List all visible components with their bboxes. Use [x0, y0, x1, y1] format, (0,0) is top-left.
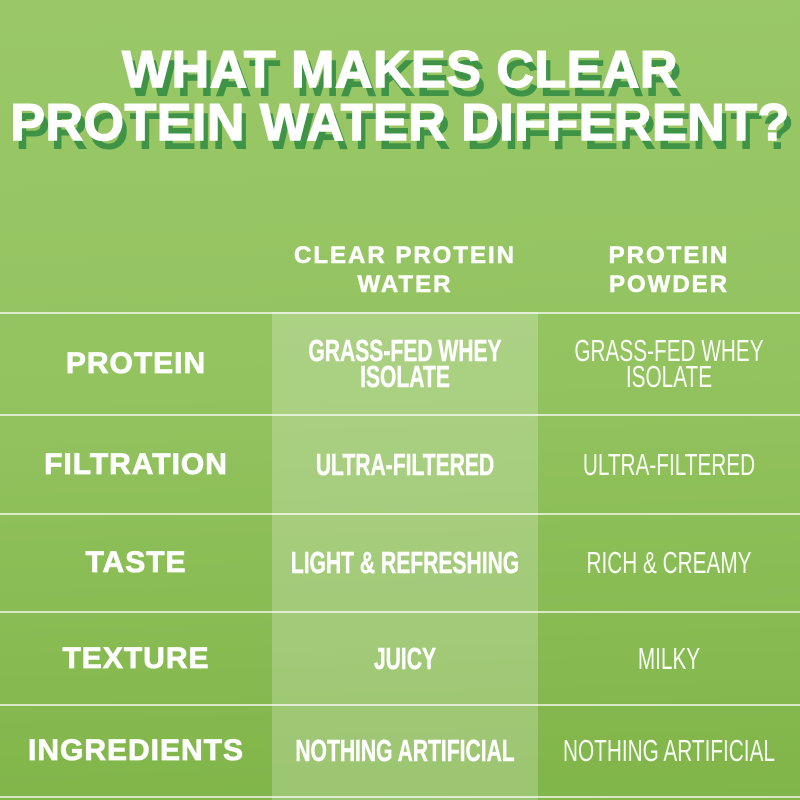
column-header-line: POWDER [609, 271, 729, 299]
table-row-protein: PROTEIN GRASS-FED WHEY ISOLATE GRASS-FED… [0, 312, 800, 414]
table-cell: ULTRA-FILTERED [538, 416, 800, 513]
protein-powder-value: ULTRA-FILTERED [582, 446, 756, 482]
header-spacer [0, 228, 272, 312]
table-cell: NOTHING ARTIFICIAL [272, 706, 538, 796]
row-label: TASTE [85, 546, 187, 580]
page-title: WHAT MAKES CLEAR PROTEIN WATER DIFFERENT… [0, 41, 800, 152]
table-row-ingredients: INGREDIENTS NOTHING ARTIFICIAL NOTHING A… [0, 704, 800, 796]
table-row-taste: TASTE LIGHT & REFRESHING RICH & CREAMY [0, 513, 800, 611]
clear-protein-water-value: LIGHT & REFRESHING [290, 545, 520, 580]
table-cell: ULTRA-FILTERED [272, 416, 538, 513]
clear-protein-water-value: GRASS-FED WHEY ISOLATE [308, 333, 502, 394]
table-cell: GRASS-FED WHEY ISOLATE [538, 314, 800, 414]
column-header-line: CLEAR PROTEIN [293, 242, 516, 270]
table-cell: NOTHING ARTIFICIAL [538, 706, 800, 796]
table-cell: LIGHT & REFRESHING [272, 515, 538, 611]
bottom-divider [0, 796, 800, 798]
comparison-table: PROTEIN GRASS-FED WHEY ISOLATE GRASS-FED… [0, 312, 800, 796]
column-header-line: WATER [357, 271, 453, 299]
column-header-line: PROTEIN [608, 242, 730, 270]
column-header-clear-protein-water: CLEAR PROTEIN WATER [272, 241, 538, 299]
row-label: INGREDIENTS [27, 734, 245, 768]
title-line-1: WHAT MAKES CLEAR [121, 41, 678, 99]
protein-powder-value: NOTHING ARTIFICIAL [563, 733, 775, 768]
table-cell: RICH & CREAMY [538, 515, 800, 611]
title-line-2: PROTEIN WATER DIFFERENT? [10, 94, 790, 152]
clear-protein-water-value: JUICY [373, 640, 437, 676]
highlight-column-background [272, 312, 538, 800]
protein-powder-value: MILKY [637, 640, 701, 676]
row-label: FILTRATION [44, 447, 228, 481]
protein-powder-value: RICH & CREAMY [586, 545, 752, 580]
table-cell: GRASS-FED WHEY ISOLATE [272, 314, 538, 414]
table-row-filtration: FILTRATION ULTRA-FILTERED ULTRA-FILTERED [0, 414, 800, 513]
clear-protein-water-value: ULTRA-FILTERED [315, 446, 495, 482]
table-header-row: CLEAR PROTEIN WATER PROTEIN POWDER [0, 228, 800, 312]
clear-protein-water-value: NOTHING ARTIFICIAL [295, 733, 515, 768]
row-label: TEXTURE [62, 641, 210, 675]
protein-powder-value: GRASS-FED WHEY ISOLATE [574, 333, 764, 394]
column-header-protein-powder: PROTEIN POWDER [538, 241, 800, 299]
row-label: PROTEIN [65, 347, 207, 381]
table-cell: JUICY [272, 613, 538, 704]
table-cell: MILKY [538, 613, 800, 704]
table-row-texture: TEXTURE JUICY MILKY [0, 611, 800, 704]
